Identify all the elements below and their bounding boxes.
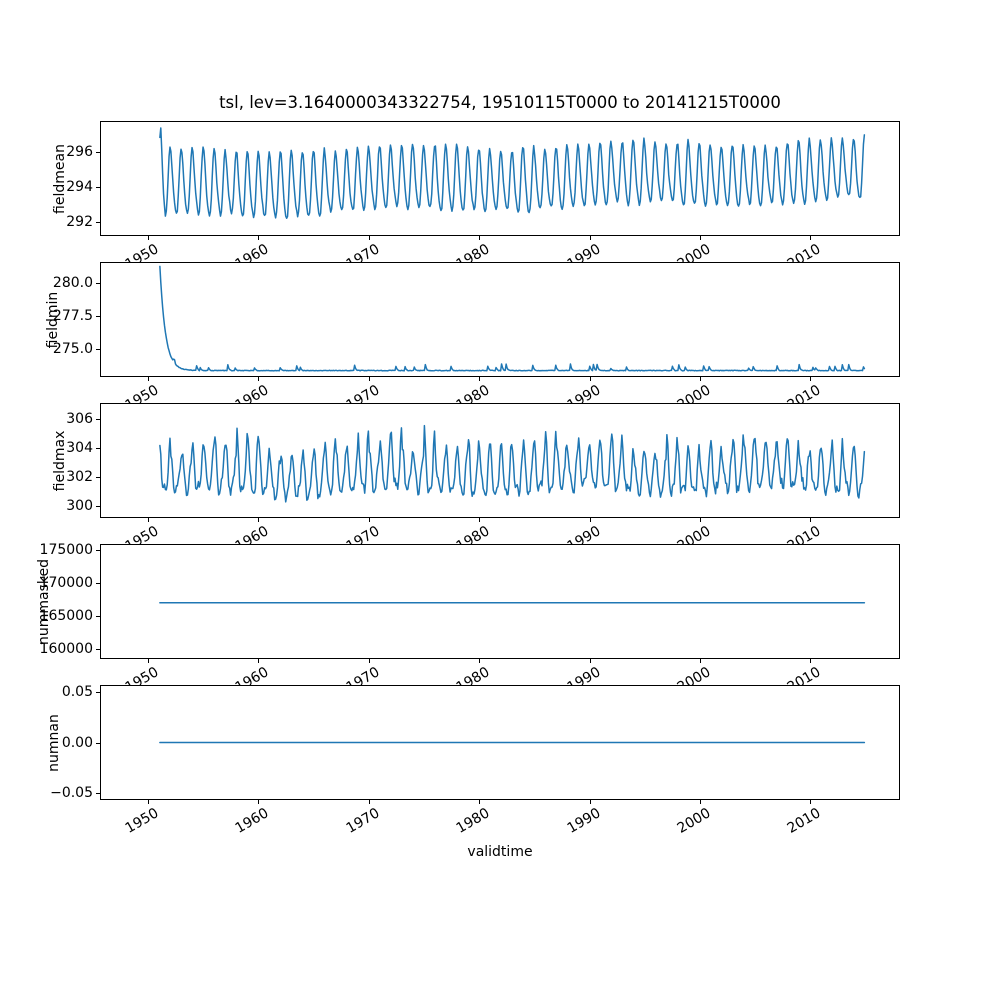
plot-area [101,404,899,517]
y-tick-label: 294 [66,179,93,196]
y-tick-label: 296 [66,144,93,161]
x-tick-mark [258,518,259,522]
x-tick-mark [368,518,370,522]
plot-area [101,122,899,235]
y-tick-label: −0.05 [50,785,93,802]
y-tick-mark [96,742,100,744]
y-tick-label: 302 [66,468,93,485]
y-tick-mark [96,447,100,449]
y-axis-label-fieldmin: fieldmin [45,291,61,348]
subplot-nummasked [100,544,900,659]
subplot-fieldmin [100,262,900,377]
x-tick-mark [589,659,591,663]
subplot-fieldmax [100,403,900,518]
y-tick-label: 277.5 [52,308,93,324]
x-tick-mark [368,659,370,663]
y-tick-mark [96,476,100,478]
x-tick-mark [810,236,812,240]
x-tick-mark [147,659,149,663]
x-tick-mark [368,800,370,804]
x-tick-mark [479,800,480,804]
fieldmean-line [160,128,865,218]
x-tick-mark [258,236,259,240]
x-tick-mark [368,377,370,381]
x-tick-mark [700,236,701,240]
x-tick-mark [147,518,149,522]
x-tick-mark [479,236,480,240]
x-tick-mark [589,377,591,381]
x-tick-mark [258,377,259,381]
x-tick-mark [258,800,259,804]
y-tick-mark [96,316,100,317]
x-tick-mark [589,800,591,804]
y-tick-mark [96,505,100,507]
y-tick-mark [96,152,100,154]
y-tick-label: 170000 [39,575,93,591]
figure-title: tsl, lev=3.1640000343322754, 19510115T00… [219,93,781,112]
x-tick-mark [147,236,149,240]
x-tick-mark [700,377,701,381]
x-tick-mark [479,659,480,663]
x-tick-mark [479,377,480,381]
x-tick-mark [147,800,149,804]
y-tick-label: 160000 [39,641,93,657]
plot-area [101,263,899,376]
x-tick-mark [479,518,480,522]
y-tick-mark [96,418,100,420]
y-tick-label: 0.05 [61,683,93,700]
y-tick-mark [96,187,100,189]
y-tick-label: 165000 [39,608,93,624]
y-axis-label-nummasked: nummasked [36,558,52,645]
x-tick-mark [368,236,370,240]
y-axis-label-fieldmean: fieldmean [52,143,68,214]
x-tick-mark [258,659,259,663]
x-tick-mark [700,659,701,663]
y-tick-mark [96,793,100,795]
x-tick-mark [810,377,812,381]
y-tick-mark [96,283,100,284]
x-tick-mark [700,800,701,804]
y-tick-mark [96,649,100,650]
y-tick-mark [96,616,100,617]
y-tick-label: 300 [66,497,93,514]
y-tick-mark [96,583,100,584]
y-axis-label-fieldmax: fieldmax [52,430,68,491]
y-tick-label: 0.00 [61,734,93,751]
y-tick-label: 304 [66,439,93,456]
y-tick-label: 175000 [39,542,93,558]
x-tick-mark [700,518,701,522]
y-tick-label: 306 [66,410,93,427]
plot-area [101,545,899,658]
x-tick-mark [147,377,149,381]
subplot-numnan [100,685,900,800]
y-tick-label: 280.0 [52,275,93,291]
x-tick-mark [589,236,591,240]
y-tick-label: 292 [66,214,93,231]
y-tick-mark [96,691,100,693]
y-tick-mark [96,550,100,551]
y-tick-mark [96,349,100,350]
plot-area [101,686,899,799]
y-axis-label-numnan: numnan [46,713,62,772]
y-tick-label: 275.0 [52,341,93,357]
y-tick-mark [96,222,100,224]
fieldmax-line [160,426,865,502]
x-tick-mark [810,800,812,804]
x-tick-mark [810,659,812,663]
subplot-fieldmean [100,121,900,236]
x-tick-mark [810,518,812,522]
x-axis-label: validtime [467,844,533,860]
x-tick-mark [589,518,591,522]
fieldmin-line [160,266,865,370]
